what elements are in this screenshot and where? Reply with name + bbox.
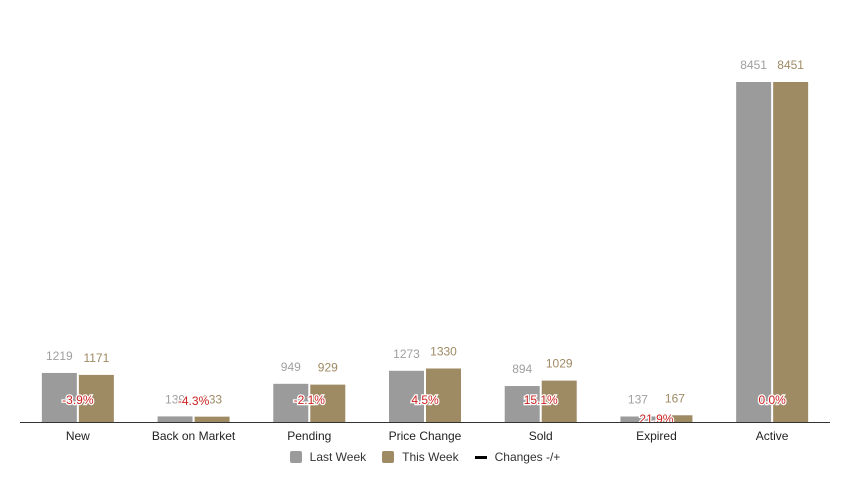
bar-last-week-new[interactable] xyxy=(41,372,77,422)
value-label-this-week-price-change: 1330 xyxy=(430,344,457,358)
change-label-sold: 15.1% xyxy=(524,393,558,407)
bar-this-week-price-change[interactable] xyxy=(426,368,461,422)
legend-item-last-week[interactable]: Last Week xyxy=(289,450,367,464)
bar-last-week-pending[interactable] xyxy=(273,383,309,422)
bar-last-week-expired[interactable] xyxy=(620,416,656,422)
legend-label-this-week: This Week xyxy=(402,450,459,464)
legend-swatch-last-week xyxy=(289,451,302,463)
category-label-new: New xyxy=(66,429,90,443)
value-label-last-week-new: 1219 xyxy=(46,349,73,363)
legend-label-last-week: Last Week xyxy=(309,450,367,464)
legend-item-changes[interactable]: Changes -/+ xyxy=(474,450,561,464)
change-label-expired: 21.9% xyxy=(639,412,673,426)
change-label-price-change: 4.5% xyxy=(411,393,439,407)
category-label-price-change: Price Change xyxy=(389,429,462,443)
value-label-last-week-pending: 949 xyxy=(281,360,301,374)
bar-this-week-expired[interactable] xyxy=(657,415,693,422)
legend-swatch-changes xyxy=(474,455,487,459)
value-label-this-week-pending: 929 xyxy=(318,361,338,375)
change-label-pending: -2.1% xyxy=(294,393,326,407)
bar-last-week-back-on-market[interactable] xyxy=(157,416,193,422)
bar-last-week-active[interactable] xyxy=(736,82,772,422)
category-label-expired: Expired xyxy=(636,429,677,443)
category-label-sold: Sold xyxy=(529,429,553,443)
legend-label-changes: Changes -/+ xyxy=(494,450,561,464)
category-label-back-on-market: Back on Market xyxy=(152,429,236,443)
bar-this-week-pending[interactable] xyxy=(310,384,346,422)
value-label-last-week-expired: 137 xyxy=(628,392,648,406)
bar-this-week-sold[interactable] xyxy=(541,380,577,422)
bar-last-week-price-change[interactable] xyxy=(389,370,424,422)
change-label-back-on-market: -4.3% xyxy=(178,394,210,408)
category-label-pending: Pending xyxy=(287,429,331,443)
bar-last-week-sold[interactable] xyxy=(504,386,540,422)
change-label-new: -3.9% xyxy=(62,393,94,407)
category-label-active: Active xyxy=(756,429,789,443)
value-label-last-week-price-change: 1273 xyxy=(393,347,420,361)
value-label-this-week-new: 1171 xyxy=(83,351,109,365)
bar-this-week-new[interactable] xyxy=(78,374,114,422)
chart-legend: Last Week This Week Changes -/+ xyxy=(0,450,850,464)
value-label-this-week-expired: 167 xyxy=(665,391,685,405)
value-label-last-week-back-on-market: 139 xyxy=(165,392,185,406)
bar-this-week-active[interactable] xyxy=(773,82,809,422)
legend-item-this-week[interactable]: This Week xyxy=(382,450,459,464)
bar-this-week-back-on-market[interactable] xyxy=(194,416,230,422)
value-label-last-week-sold: 894 xyxy=(512,362,532,376)
bar-chart: 1219 1171 -3.9% New 139 133-4.3% Back on Marke… xyxy=(20,58,830,443)
value-label-this-week-active: 8451 xyxy=(777,58,804,72)
value-label-last-week-active: 8451 xyxy=(740,58,767,72)
change-label-active: 0.0% xyxy=(758,393,786,407)
value-label-this-week-back-on-market: 133 xyxy=(202,393,222,407)
legend-swatch-this-week xyxy=(382,451,395,463)
value-label-this-week-sold: 1029 xyxy=(546,357,573,371)
